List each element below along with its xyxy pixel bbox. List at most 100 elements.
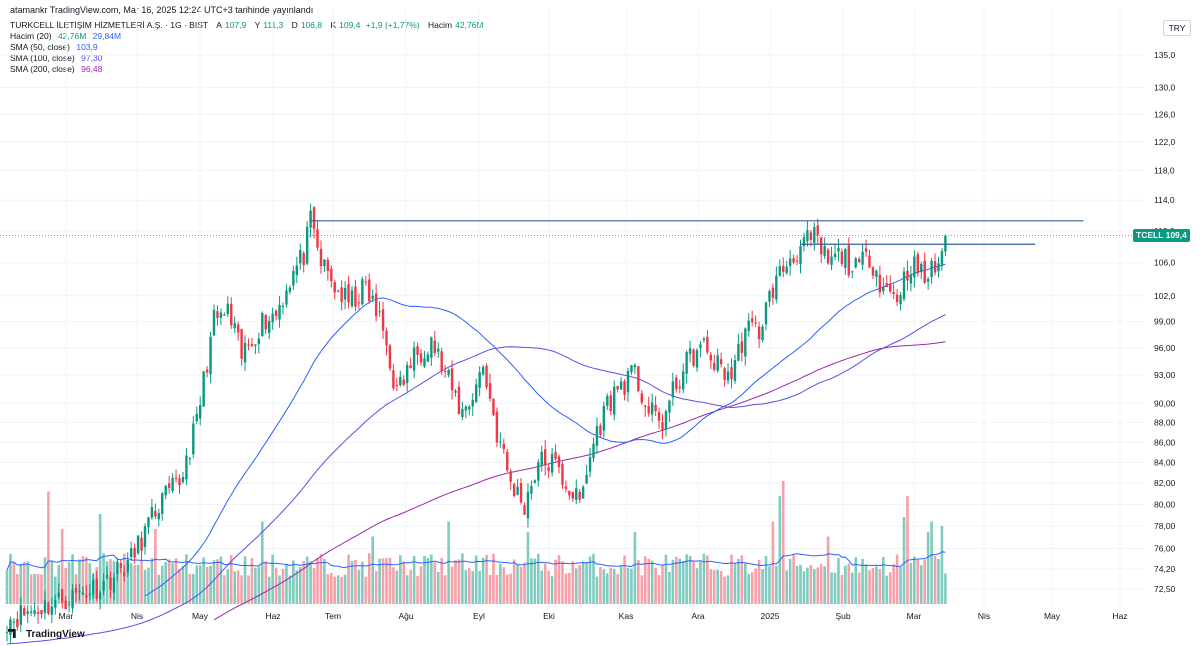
volume-bar xyxy=(374,571,378,604)
candle xyxy=(454,390,457,393)
candle xyxy=(164,485,167,496)
volume-bar xyxy=(178,568,181,604)
volume-bar xyxy=(833,572,837,604)
ohlc-change: +1,9 (+1,77%) xyxy=(365,20,420,30)
candle xyxy=(523,505,526,515)
ohlc-open: A 107,9 xyxy=(216,20,247,30)
candle xyxy=(464,406,468,411)
sma50-line xyxy=(144,263,946,597)
candle xyxy=(116,561,119,574)
candle xyxy=(471,399,474,407)
candle xyxy=(247,344,250,346)
volume-bar xyxy=(519,566,523,604)
ohlc-volume: Hacim 42,76M xyxy=(428,20,484,30)
candle xyxy=(571,491,574,499)
volume-bar xyxy=(336,575,340,604)
candle xyxy=(816,225,819,235)
candle xyxy=(768,291,771,302)
volume-bar xyxy=(16,574,19,604)
candle xyxy=(233,323,236,329)
x-tick-label: 2025 xyxy=(761,611,780,621)
volume-bar xyxy=(361,561,364,604)
candle xyxy=(802,237,806,247)
candle xyxy=(236,324,240,333)
candle xyxy=(937,263,940,272)
candle xyxy=(481,366,485,375)
indicator-volume[interactable]: Hacim (20) 42,76M 29,84M xyxy=(10,31,484,42)
volume-bar xyxy=(585,561,588,604)
volume-bar xyxy=(464,570,468,604)
candle xyxy=(702,338,706,341)
volume-bar xyxy=(385,558,388,604)
volume-bar xyxy=(861,558,864,604)
candle xyxy=(592,443,595,459)
candle xyxy=(557,456,561,467)
x-tick-label: May xyxy=(1044,611,1061,621)
volume-bar xyxy=(750,572,754,604)
y-tick-label: 126,0 xyxy=(1154,109,1176,119)
candle xyxy=(851,271,854,273)
volume-bar xyxy=(333,576,337,604)
volume-bar xyxy=(78,559,81,604)
candle xyxy=(519,483,523,503)
candle xyxy=(944,235,947,252)
volume-bar xyxy=(188,573,192,604)
candle xyxy=(889,283,892,292)
candle xyxy=(844,249,847,268)
volume-bar xyxy=(868,570,871,604)
volume-bar xyxy=(281,568,285,604)
candle xyxy=(826,249,830,264)
volume-bar xyxy=(67,562,71,604)
currency-label[interactable]: TRY xyxy=(1163,20,1191,36)
volume-bar xyxy=(454,560,457,604)
candle xyxy=(485,365,488,388)
candle xyxy=(23,608,26,616)
candle xyxy=(319,248,323,267)
x-tick-label: Şub xyxy=(835,611,850,621)
indicator-sma50[interactable]: SMA (50, close) 103,9 xyxy=(10,42,484,53)
volume-bar xyxy=(564,573,568,604)
volume-bar xyxy=(823,566,826,604)
indicator-sma100[interactable]: SMA (100, close) 97,30 xyxy=(10,53,484,64)
volume-bar xyxy=(902,517,906,604)
candle xyxy=(74,588,78,593)
candle xyxy=(392,370,395,389)
candle xyxy=(516,486,519,495)
last-price-tag: TCELL 109,4 xyxy=(1133,228,1190,242)
indicator-sma200[interactable]: SMA (200, close) 96,48 xyxy=(10,64,484,75)
volume-bar xyxy=(171,563,174,604)
volume-bar xyxy=(678,558,682,604)
candle xyxy=(695,350,699,368)
candle xyxy=(478,372,481,388)
volume-bar xyxy=(243,556,247,604)
x-tick-label: Ağu xyxy=(398,611,413,621)
candle xyxy=(412,347,416,371)
volume-bar xyxy=(875,566,878,604)
candle xyxy=(340,287,343,303)
candle xyxy=(143,526,147,547)
candle xyxy=(506,452,509,471)
candle xyxy=(288,287,292,292)
volume-bar xyxy=(419,566,423,604)
candle xyxy=(675,377,678,390)
candle xyxy=(357,302,361,304)
volume-bar xyxy=(505,574,509,604)
candle xyxy=(130,548,133,557)
volume-bar xyxy=(937,559,940,604)
volume-bar xyxy=(423,555,426,604)
candle xyxy=(43,600,47,613)
candle xyxy=(671,381,675,398)
candle xyxy=(920,263,923,273)
volume-bar xyxy=(685,554,688,604)
volume-bar xyxy=(412,555,416,604)
candle xyxy=(792,258,795,263)
candle xyxy=(457,386,461,414)
volume-bar xyxy=(205,566,209,604)
volume-bar xyxy=(802,571,806,604)
volume-bar xyxy=(850,572,854,604)
candle xyxy=(885,283,888,288)
indicator-value: 42,76M xyxy=(57,31,87,41)
candle xyxy=(305,226,309,264)
candle xyxy=(830,256,833,265)
